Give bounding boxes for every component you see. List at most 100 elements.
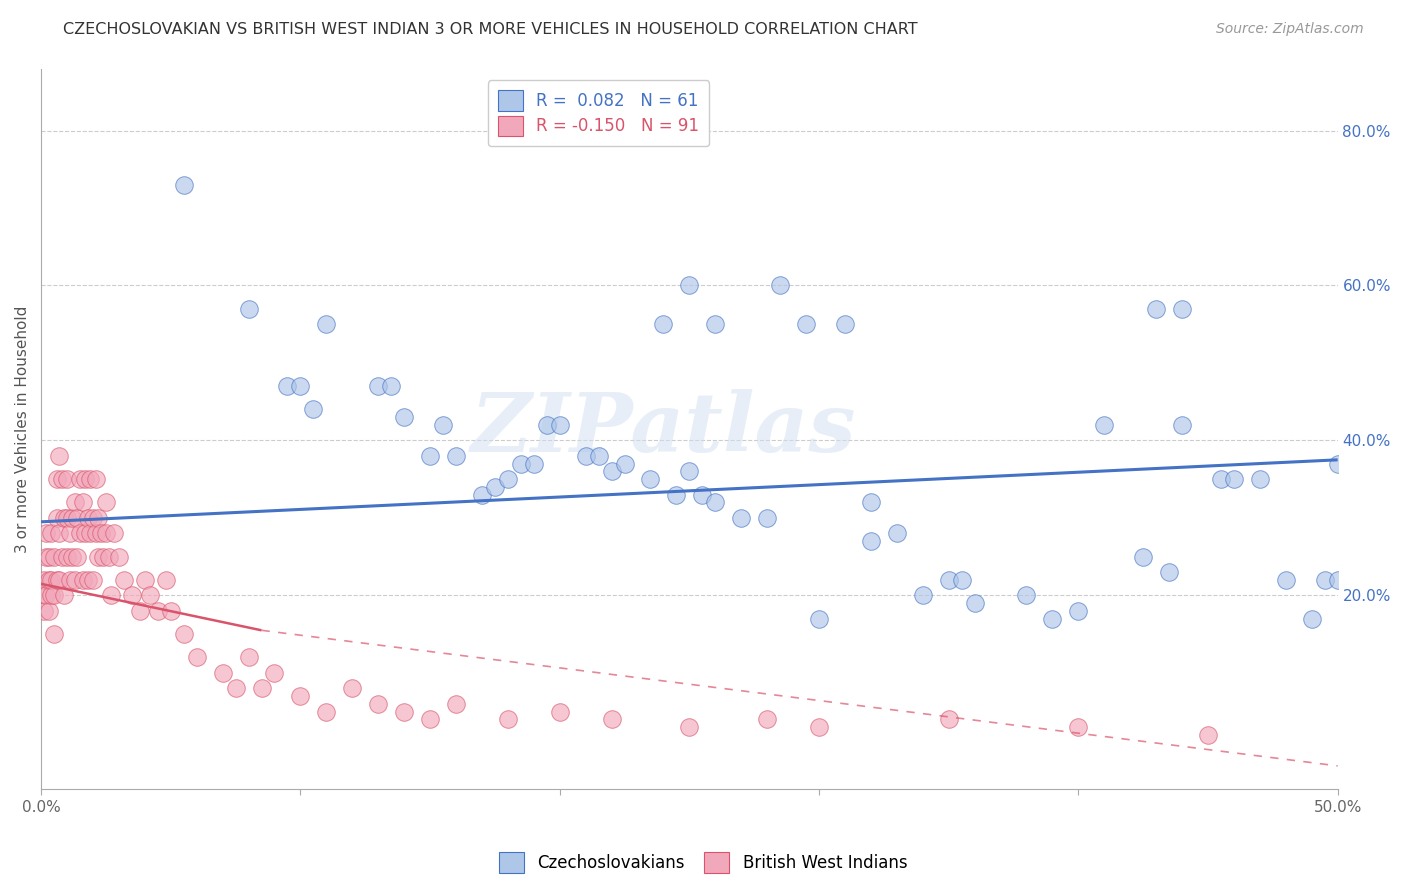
Point [444,697,467,711]
Point [82,573,104,587]
Point [146,604,169,618]
Point [93,549,115,564]
Point [38,573,60,587]
Point [263,665,285,680]
Point [665,488,688,502]
Point [1067,604,1090,618]
Point [48,526,70,541]
Point [238,301,260,316]
Point [84,472,107,486]
Point [56,472,79,486]
Point [225,681,247,696]
Point [911,589,934,603]
Point [548,705,571,719]
Point [159,604,181,618]
Point [51,549,73,564]
Point [1326,573,1348,587]
Point [155,573,177,587]
Point [1209,472,1232,486]
Point [90,526,112,541]
Point [380,379,402,393]
Point [45,511,67,525]
Point [48,573,70,587]
Point [342,681,364,696]
Point [72,573,94,587]
Point [59,526,82,541]
Point [35,549,58,564]
Point [82,511,104,525]
Point [59,573,82,587]
Point [794,317,817,331]
Point [69,472,91,486]
Point [704,317,727,331]
Point [173,627,195,641]
Point [94,526,117,541]
Point [63,573,86,587]
Point [600,713,623,727]
Point [419,713,441,727]
Point [76,573,98,587]
Point [290,689,312,703]
Point [575,449,598,463]
Point [41,573,63,587]
Point [134,573,156,587]
Y-axis label: 3 or more Vehicles in Household: 3 or more Vehicles in Household [15,305,30,552]
Point [692,488,714,502]
Point [444,449,467,463]
Point [97,549,120,564]
Point [1171,301,1194,316]
Point [367,697,389,711]
Point [496,472,519,486]
Point [94,495,117,509]
Point [1092,417,1115,432]
Point [938,713,960,727]
Point [45,573,67,587]
Point [42,549,65,564]
Point [56,511,79,525]
Point [173,178,195,192]
Point [38,604,60,618]
Point [509,457,531,471]
Point [72,495,94,509]
Legend: Czechoslovakians, British West Indians: Czechoslovakians, British West Indians [492,846,914,880]
Point [45,472,67,486]
Point [652,317,675,331]
Point [859,495,882,509]
Point [100,589,122,603]
Point [678,720,700,734]
Point [103,526,125,541]
Point [1326,457,1348,471]
Point [53,511,76,525]
Point [432,417,454,432]
Point [769,278,792,293]
Point [51,472,73,486]
Point [79,472,101,486]
Point [588,449,610,463]
Point [1274,573,1296,587]
Point [276,379,298,393]
Point [42,589,65,603]
Point [886,526,908,541]
Point [548,417,571,432]
Point [1197,728,1219,742]
Point [250,681,273,696]
Point [367,379,389,393]
Point [315,317,337,331]
Point [35,589,58,603]
Point [704,495,727,509]
Point [1015,589,1038,603]
Point [471,488,494,502]
Point [32,573,55,587]
Point [32,589,55,603]
Point [600,465,623,479]
Point [79,526,101,541]
Point [121,589,143,603]
Point [1301,612,1323,626]
Point [290,379,312,393]
Point [640,472,662,486]
Point [76,511,98,525]
Point [1132,549,1154,564]
Point [69,526,91,541]
Point [87,549,110,564]
Point [60,511,83,525]
